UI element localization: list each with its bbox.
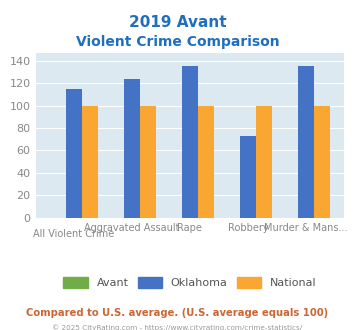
Bar — [240, 136, 256, 218]
Bar — [82, 106, 98, 218]
Bar — [124, 79, 140, 218]
Bar — [314, 106, 330, 218]
Bar — [66, 89, 82, 218]
Bar — [140, 106, 156, 218]
Legend: Avant, Oklahoma, National: Avant, Oklahoma, National — [59, 273, 321, 293]
Bar — [198, 106, 214, 218]
Text: Compared to U.S. average. (U.S. average equals 100): Compared to U.S. average. (U.S. average … — [26, 308, 329, 317]
Bar — [182, 66, 198, 218]
Text: Violent Crime Comparison: Violent Crime Comparison — [76, 35, 279, 49]
Bar — [298, 66, 314, 218]
Bar — [256, 106, 272, 218]
Text: All Violent Crime: All Violent Crime — [33, 229, 115, 239]
Text: © 2025 CityRating.com - https://www.cityrating.com/crime-statistics/: © 2025 CityRating.com - https://www.city… — [53, 324, 302, 330]
Text: 2019 Avant: 2019 Avant — [129, 15, 226, 30]
